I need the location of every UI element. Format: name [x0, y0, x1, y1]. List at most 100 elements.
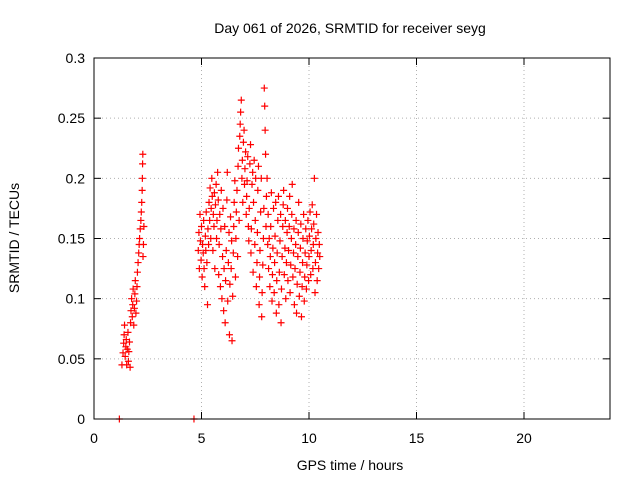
data-point	[265, 265, 273, 273]
data-point	[216, 210, 224, 218]
data-point	[221, 222, 229, 230]
data-point	[204, 225, 212, 233]
data-point	[199, 241, 207, 249]
data-point	[293, 280, 301, 288]
data-point	[252, 283, 260, 291]
data-point	[316, 253, 324, 261]
data-point	[291, 265, 299, 273]
data-point	[241, 180, 248, 188]
data-point	[222, 277, 230, 285]
data-point	[229, 249, 237, 257]
data-point	[270, 204, 278, 212]
data-point	[277, 285, 285, 293]
data-point	[300, 210, 308, 218]
data-point	[136, 225, 144, 233]
data-point	[280, 271, 288, 279]
data-point	[140, 222, 148, 230]
data-point	[266, 253, 274, 261]
data-point	[287, 261, 295, 269]
data-point	[308, 225, 316, 233]
data-point	[295, 198, 303, 206]
data-point	[135, 249, 143, 257]
data-point	[281, 216, 289, 224]
data-point	[132, 309, 140, 317]
data-point	[233, 186, 241, 194]
data-point	[138, 174, 146, 182]
data-point	[245, 237, 253, 245]
data-point	[198, 222, 205, 230]
data-point	[271, 232, 279, 240]
data-point	[264, 241, 272, 249]
data-point	[125, 348, 133, 356]
data-point	[217, 186, 225, 194]
data-point	[205, 241, 213, 249]
data-point	[267, 222, 275, 230]
data-point	[289, 273, 297, 281]
data-point	[247, 141, 255, 149]
data-point	[138, 198, 146, 206]
data-point	[223, 196, 231, 204]
data-point	[133, 283, 141, 291]
data-point	[302, 285, 310, 293]
data-point	[209, 247, 217, 255]
data-point	[250, 198, 258, 206]
data-point	[242, 210, 250, 218]
data-point	[225, 331, 233, 339]
y-tick-label: 0.15	[58, 231, 85, 247]
data-point	[298, 283, 306, 291]
data-point	[241, 165, 249, 173]
data-point	[207, 204, 215, 212]
data-point	[313, 277, 321, 285]
data-point	[296, 244, 304, 252]
data-point	[244, 153, 252, 161]
data-point	[126, 363, 134, 371]
data-point	[281, 244, 289, 252]
data-point	[315, 241, 323, 249]
data-point	[277, 210, 285, 218]
data-point	[313, 210, 321, 218]
data-point	[136, 235, 144, 242]
axis-ticks: 0 0.05 0.1 0.15 0.2 0.25 0.3 0 5 10 15 20	[58, 50, 610, 446]
data-point	[256, 273, 264, 281]
data-point	[129, 285, 137, 293]
data-point	[220, 307, 228, 315]
data-point	[314, 228, 322, 236]
data-point	[273, 277, 281, 285]
data-point	[245, 204, 253, 212]
data-point	[234, 162, 242, 170]
data-point	[133, 268, 141, 276]
data-point	[288, 180, 296, 188]
data-point	[268, 297, 276, 305]
data-point	[195, 228, 203, 236]
data-point	[226, 280, 234, 288]
y-tick-label: 0.1	[66, 291, 86, 307]
data-point	[139, 160, 147, 168]
data-point	[280, 186, 288, 194]
data-point	[251, 241, 259, 249]
data-point	[292, 216, 300, 224]
x-tick-label: 15	[409, 430, 425, 446]
data-point	[243, 177, 251, 185]
data-point	[216, 283, 224, 291]
data-point	[267, 189, 275, 197]
data-point	[299, 259, 307, 267]
data-point	[292, 241, 300, 249]
data-point	[305, 253, 313, 261]
data-point	[139, 241, 147, 249]
data-point	[310, 174, 318, 182]
y-tick-label: 0.2	[66, 170, 86, 186]
data-point	[206, 216, 214, 224]
y-tick-label: 0.05	[58, 351, 85, 367]
data-point	[259, 261, 267, 269]
data-point	[262, 150, 270, 158]
data-point	[239, 198, 247, 206]
data-point	[218, 295, 226, 303]
data-point	[198, 273, 206, 281]
data-point	[227, 265, 235, 273]
data-point	[211, 201, 219, 209]
data-point	[311, 289, 319, 297]
data-point	[236, 132, 244, 140]
data-point	[138, 186, 146, 194]
data-point	[297, 220, 305, 228]
